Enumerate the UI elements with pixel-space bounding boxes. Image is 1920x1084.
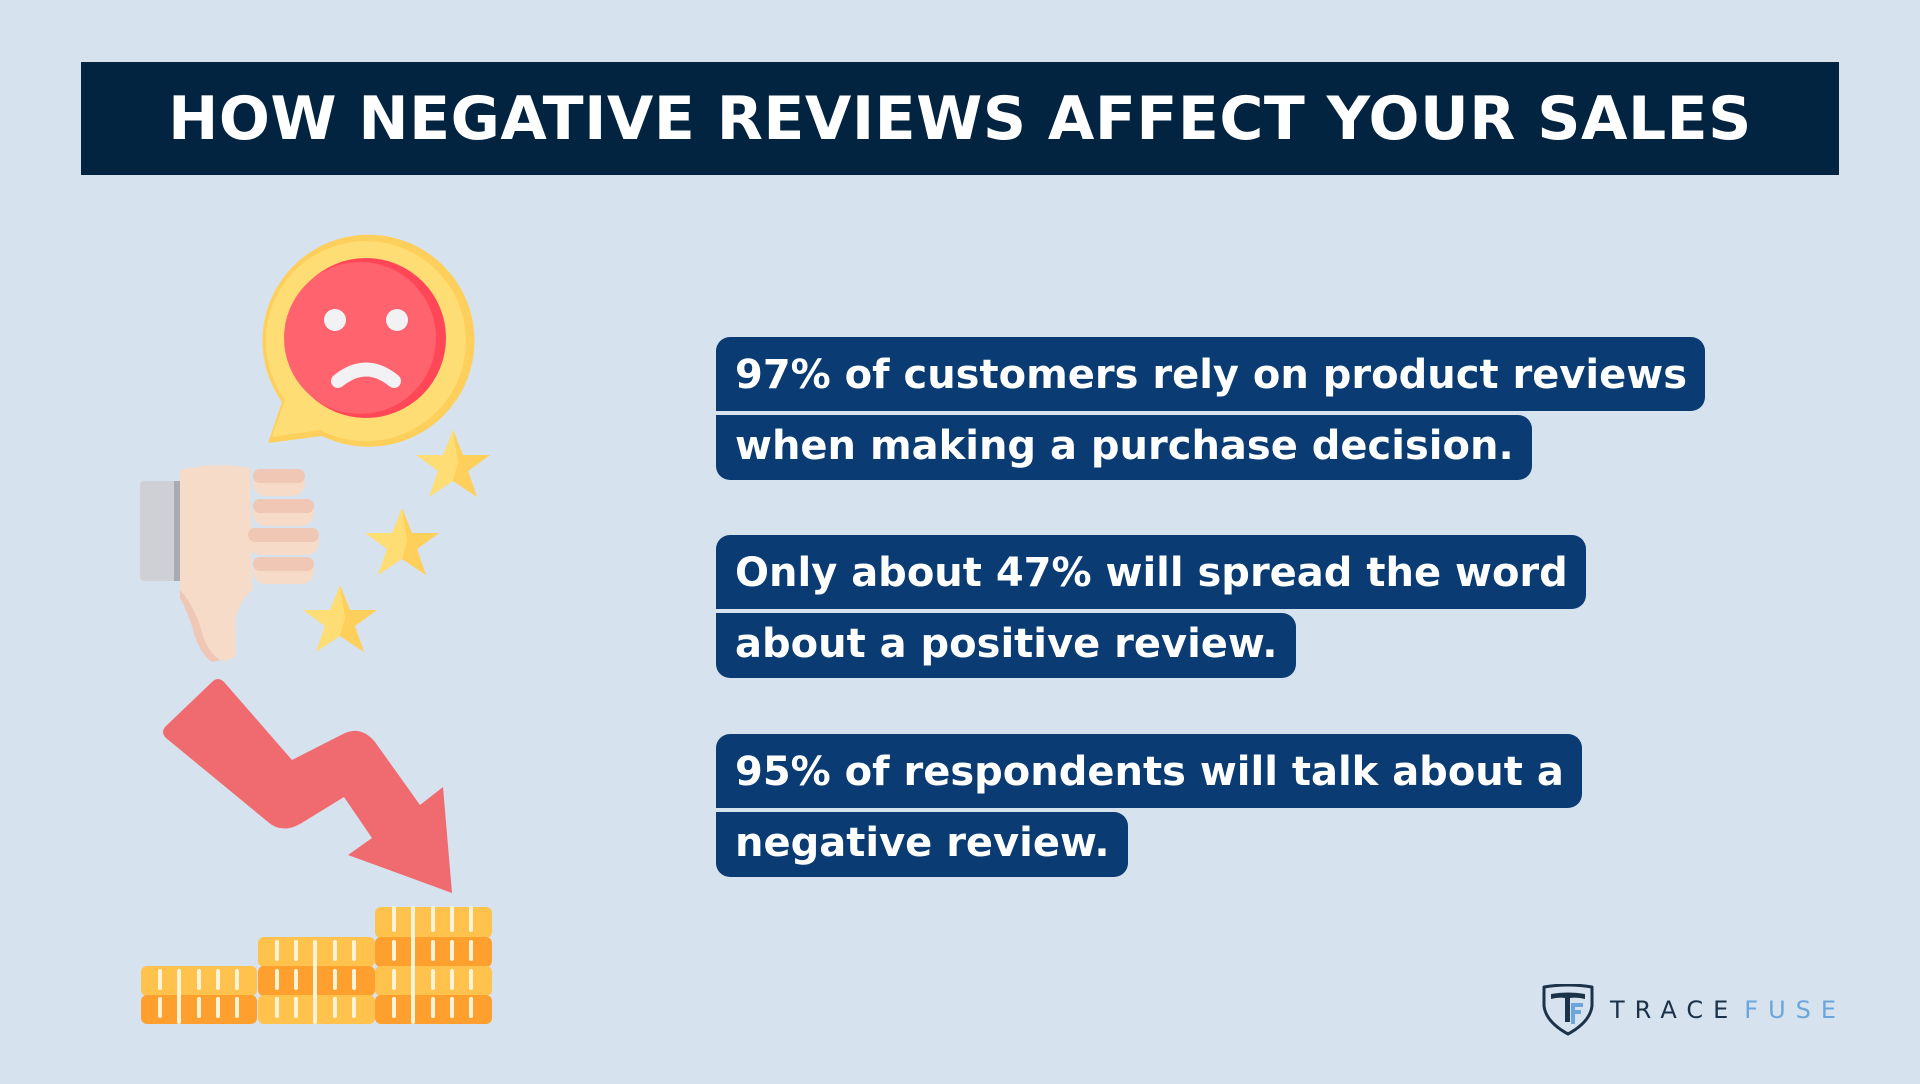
fact-item: Only about 47% will spread the word abou… [716,535,1586,679]
fact-line: negative review. [716,812,1128,877]
illustration [0,0,620,1080]
sad-face-speech-bubble-icon [262,234,475,447]
shield-tf-logo-icon [1542,984,1594,1036]
fact-item: 97% of customers rely on product reviews… [716,337,1706,481]
title-banner: HOW NEGATIVE REVIEWS AFFECT YOUR SALES [81,62,1839,175]
downward-trend-arrow-icon [163,679,452,893]
page-title: HOW NEGATIVE REVIEWS AFFECT YOUR SALES [168,83,1752,154]
brand-name-fuse: FUSE [1744,996,1847,1024]
fact-line: 97% of customers rely on product reviews [716,337,1706,411]
star-icon [303,585,377,652]
facts-list: 97% of customers rely on product reviews… [716,0,1866,1080]
brand-name-trace: TRACE [1610,996,1739,1024]
brand-logo: TRACE FUSE [1540,983,1846,1037]
thumbs-down-icon [140,465,319,662]
star-icon [416,430,490,497]
fact-item: 95% of respondents will talk about a neg… [716,734,1582,878]
star-icon [365,508,439,575]
fact-line: when making a purchase decision. [716,415,1532,480]
fact-line: 95% of respondents will talk about a [716,734,1582,808]
fact-line: Only about 47% will spread the word [716,535,1586,609]
coin-stacks-icon [141,906,492,1024]
brand-wordmark: TRACE FUSE [1610,998,1846,1022]
fact-line: about a positive review. [716,613,1296,678]
